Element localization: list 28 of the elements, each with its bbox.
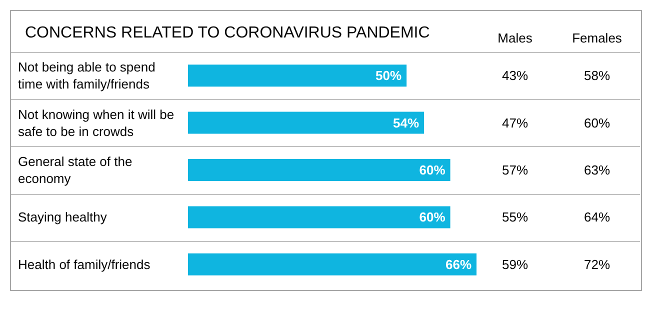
bar xyxy=(188,253,477,276)
text: 55% xyxy=(502,210,528,225)
text: 47% xyxy=(502,115,528,130)
data-label: 66% xyxy=(445,256,472,272)
text: 72% xyxy=(584,256,610,272)
bar xyxy=(188,64,407,87)
y-tick-label: Not knowing when it will be safe to be in crowds xyxy=(18,106,178,139)
text: 63% xyxy=(584,162,610,178)
y-tick-label: General state of the economy xyxy=(18,154,136,186)
data-label: 54% xyxy=(393,115,420,130)
data-label: 50% xyxy=(376,68,402,84)
text: 64% xyxy=(584,210,610,225)
y-tick-label: Staying healthy xyxy=(18,210,108,225)
text: 60% xyxy=(584,115,610,130)
y-tick-label: Not being able to spend time with family/friends xyxy=(18,60,159,92)
text: 59% xyxy=(502,256,528,272)
bar xyxy=(188,206,450,228)
data-label: 60% xyxy=(419,210,446,225)
text: 57% xyxy=(502,162,528,178)
text: 58% xyxy=(584,68,610,84)
bar xyxy=(188,159,450,181)
y-tick-label: Health of family/friends xyxy=(18,256,151,272)
text: Males xyxy=(498,30,533,46)
text: 43% xyxy=(502,68,528,84)
chart-title: CONCERNS RELATED TO CORONAVIRUS PANDEMIC xyxy=(25,24,430,42)
text: Females xyxy=(572,30,622,46)
bar xyxy=(188,112,424,134)
data-label: 60% xyxy=(419,162,446,178)
